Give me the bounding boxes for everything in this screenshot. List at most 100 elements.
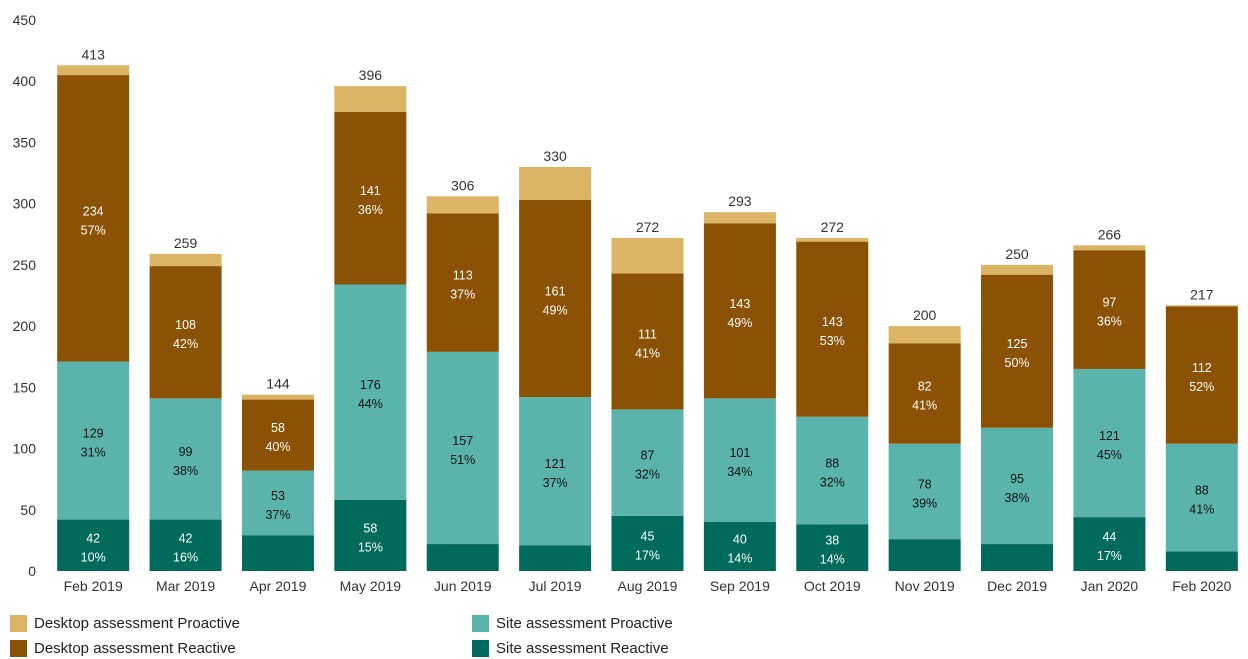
segment-percent-label: 44%	[358, 397, 383, 411]
bar-segment[interactable]	[426, 213, 499, 352]
bar-segment[interactable]	[334, 284, 407, 500]
bar-segment[interactable]	[241, 399, 314, 471]
segment-value-label: 99	[179, 445, 193, 459]
legend-swatch	[472, 639, 489, 657]
bar-segment[interactable]	[149, 398, 222, 520]
bar-segment[interactable]	[241, 535, 314, 571]
legend-item-site-reactive[interactable]: Site assessment Reactive	[472, 637, 669, 659]
segment-value-label: 40	[733, 533, 747, 547]
segment-percent-label: 50%	[1005, 356, 1030, 370]
bar-segment[interactable]	[1073, 245, 1146, 251]
bar-segment[interactable]	[334, 499, 407, 571]
segment-value-label: 113	[453, 269, 473, 283]
bar-segment[interactable]	[149, 253, 222, 267]
bar-segment[interactable]	[796, 241, 869, 417]
bar-segment[interactable]	[57, 75, 130, 362]
bar-segment[interactable]	[57, 361, 130, 520]
bar-segment[interactable]	[334, 86, 407, 112]
segment-value-label: 121	[545, 457, 566, 471]
bar-segment[interactable]	[1073, 250, 1146, 369]
bar-segment[interactable]	[241, 470, 314, 536]
x-tick-label: Feb 2019	[64, 578, 123, 594]
bar-segment[interactable]	[611, 409, 684, 516]
bar-segment[interactable]	[426, 351, 499, 545]
bar-segment[interactable]	[611, 515, 684, 571]
bar-segment[interactable]	[241, 394, 314, 400]
legend-label: Site assessment Proactive	[496, 614, 673, 632]
bar-segment[interactable]	[1165, 306, 1238, 444]
bar-segment[interactable]	[519, 397, 592, 546]
segment-value-label: 234	[83, 204, 104, 218]
segment-percent-label: 51%	[450, 453, 475, 467]
bar-segment[interactable]	[981, 544, 1054, 571]
segment-percent-label: 37%	[543, 476, 568, 490]
bar-segment[interactable]	[426, 196, 499, 214]
segment-percent-label: 10%	[81, 550, 106, 564]
segment-percent-label: 40%	[265, 440, 290, 454]
bar-segment[interactable]	[519, 545, 592, 571]
segment-value-label: 42	[179, 531, 193, 545]
bar-segment[interactable]	[519, 166, 592, 200]
legend-label: Site assessment Reactive	[496, 639, 669, 657]
bar-segment[interactable]	[981, 264, 1054, 275]
segment-percent-label: 15%	[358, 540, 383, 554]
bar-segment[interactable]	[888, 539, 961, 571]
legend-item-site-proactive[interactable]: Site assessment Proactive	[472, 612, 673, 634]
y-tick-label: 450	[13, 12, 37, 28]
segment-value-label: 88	[825, 457, 839, 471]
bar-segment[interactable]	[888, 443, 961, 540]
x-tick-label: Sep 2019	[710, 578, 770, 594]
bar-segment[interactable]	[1165, 551, 1238, 571]
segment-percent-label: 41%	[912, 398, 937, 412]
legend-item-desktop-proactive[interactable]: Desktop assessment Proactive	[10, 612, 240, 634]
x-tick-label: Mar 2019	[156, 578, 215, 594]
x-tick-label: Feb 2020	[1172, 578, 1231, 594]
bar-segment[interactable]	[796, 524, 869, 571]
bar-segment[interactable]	[796, 416, 869, 525]
bar-segment[interactable]	[1165, 305, 1238, 307]
bar-segment[interactable]	[1073, 368, 1146, 518]
bar-segment[interactable]	[611, 273, 684, 410]
y-axis: 0 50 100 150 200 250 300 350 400 450	[13, 12, 37, 579]
bar-segment[interactable]	[703, 522, 776, 571]
bar-segment[interactable]	[703, 398, 776, 523]
legend-swatch	[10, 639, 27, 657]
bar-segment[interactable]	[888, 326, 961, 344]
bar-segment[interactable]	[888, 343, 961, 444]
segment-value-label: 44	[1102, 530, 1116, 544]
bar-segment[interactable]	[334, 111, 407, 285]
segment-value-label: 45	[641, 529, 655, 543]
segment-value-label: 129	[83, 427, 104, 441]
bar-segment[interactable]	[1165, 443, 1238, 552]
bar-segment[interactable]	[426, 544, 499, 571]
bar-segment[interactable]	[57, 65, 130, 76]
bar-segment[interactable]	[149, 266, 222, 399]
segment-percent-label: 38%	[1005, 491, 1030, 505]
x-tick-label: Oct 2019	[804, 578, 861, 594]
y-tick-label: 250	[13, 257, 37, 273]
legend-item-desktop-reactive[interactable]: Desktop assessment Reactive	[10, 637, 236, 659]
bar-total-label: 306	[451, 177, 475, 193]
segment-value-label: 161	[545, 285, 566, 299]
bar-segment[interactable]	[981, 274, 1054, 428]
segment-percent-label: 36%	[358, 203, 383, 217]
bar-segment[interactable]	[149, 519, 222, 571]
segment-percent-label: 32%	[635, 468, 660, 482]
bar-segment[interactable]	[519, 199, 592, 398]
segment-value-label: 141	[360, 184, 381, 198]
bar-total-label: 413	[82, 46, 106, 62]
y-tick-label: 50	[20, 502, 36, 518]
segment-percent-label: 41%	[1189, 503, 1214, 517]
bar-segment[interactable]	[703, 223, 776, 399]
bar-segment[interactable]	[57, 519, 130, 571]
bar-segment[interactable]	[611, 237, 684, 274]
bar-segment[interactable]	[703, 212, 776, 224]
bar-segment[interactable]	[981, 427, 1054, 545]
bar-segment[interactable]	[796, 237, 869, 242]
bar-segment[interactable]	[1073, 517, 1146, 571]
segment-percent-label: 49%	[727, 316, 752, 330]
segment-value-label: 88	[1195, 484, 1209, 498]
legend-label: Desktop assessment Proactive	[34, 614, 240, 632]
segment-percent-label: 49%	[543, 304, 568, 318]
y-tick-label: 400	[13, 73, 37, 89]
